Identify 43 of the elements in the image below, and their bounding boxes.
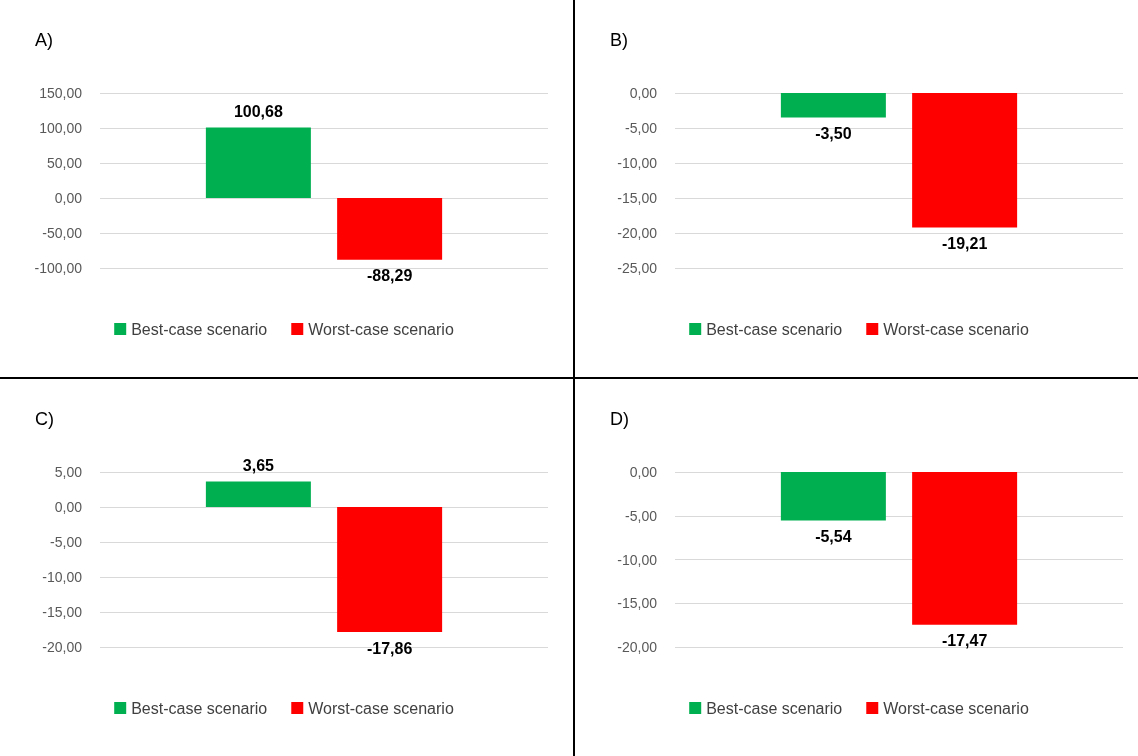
data-label: -88,29 (366, 267, 413, 285)
y-tick-label: -25,00 (617, 260, 658, 276)
chart-title: B) (610, 30, 628, 50)
y-tick-label: -10,00 (42, 569, 83, 585)
y-tick-label: -15,00 (617, 595, 658, 612)
data-label: 3,65 (242, 456, 275, 474)
chart-title: D) (610, 409, 629, 429)
data-label: -5,54 (815, 527, 852, 545)
y-tick-label: -100,00 (34, 260, 83, 276)
legend-label: Worst-case scenario (883, 699, 1029, 717)
y-tick-label: 5,00 (54, 464, 83, 480)
legend-label: Best-case scenario (131, 320, 268, 338)
data-label: -19,21 (941, 234, 988, 252)
y-tick-label: -5,00 (625, 120, 658, 136)
y-tick-label: 150,00 (39, 85, 83, 101)
y-tick-label: -20,00 (617, 639, 658, 655)
y-tick-label: -15,00 (617, 190, 658, 206)
legend-label: Worst-case scenario (308, 320, 454, 338)
y-tick-label: 0,00 (54, 190, 83, 206)
data-label: -17,86 (366, 639, 413, 657)
legend-label: Worst-case scenario (883, 320, 1029, 338)
data-label: -3,50 (815, 125, 852, 142)
y-tick-label: 0,00 (54, 499, 83, 515)
y-tick-label: -15,00 (42, 604, 83, 620)
y-tick-label: -20,00 (42, 639, 83, 655)
y-tick-label: -5,00 (625, 507, 658, 524)
legend-label: Worst-case scenario (308, 699, 454, 717)
chart-title: C) (35, 409, 54, 429)
y-tick-label: 0,00 (629, 464, 658, 480)
chart-title: A) (35, 30, 53, 50)
y-tick-label: -10,00 (617, 155, 658, 171)
y-tick-label: 100,00 (39, 120, 83, 136)
data-label: -17,47 (941, 632, 988, 650)
y-tick-label: -10,00 (617, 551, 658, 568)
y-tick-label: 50,00 (46, 155, 83, 171)
legend-label: Best-case scenario (706, 320, 843, 338)
y-tick-label: -5,00 (50, 534, 83, 550)
y-tick-label: -20,00 (617, 225, 658, 241)
y-tick-label: -50,00 (42, 225, 83, 241)
legend-label: Best-case scenario (131, 699, 268, 717)
legend-label: Best-case scenario (706, 699, 843, 717)
data-label: 100,68 (233, 103, 283, 121)
y-tick-label: 0,00 (629, 85, 658, 101)
